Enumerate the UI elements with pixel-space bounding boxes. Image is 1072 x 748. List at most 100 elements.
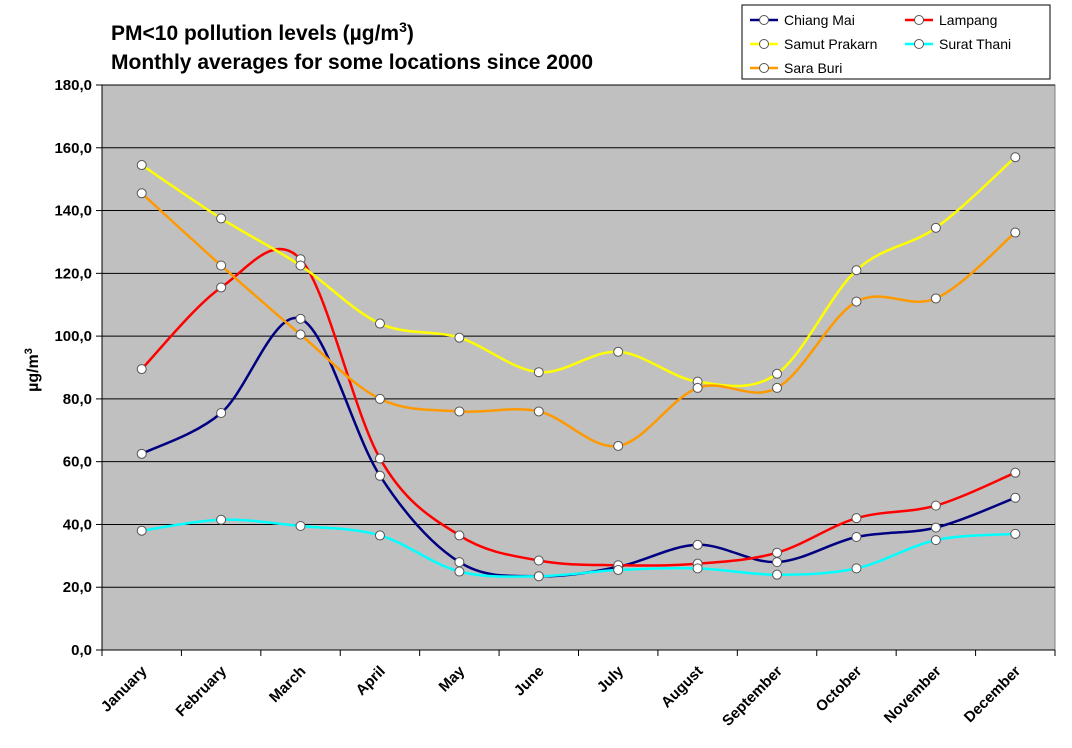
point-samut-prakarn: [851, 265, 862, 276]
point-samut-prakarn: [216, 213, 227, 224]
legend-label-surat-thani: Surat Thani: [939, 36, 1011, 52]
x-tick-label: August: [658, 663, 707, 712]
y-tick-label: 140,0: [54, 203, 92, 220]
point-samut-prakarn: [295, 260, 306, 271]
point-sara-buri: [930, 293, 941, 304]
point-samut-prakarn: [613, 346, 624, 357]
legend-marker-chiang-mai: [759, 15, 769, 25]
point-chiang-mai: [295, 313, 306, 324]
x-tick-label: May: [436, 662, 469, 695]
series-markers: [136, 152, 1021, 582]
point-chiang-mai: [692, 539, 703, 550]
point-lampang: [533, 555, 544, 566]
point-chiang-mai: [216, 408, 227, 419]
y-axis-title: µg/m3: [23, 348, 42, 392]
legend-marker-surat-thani: [914, 39, 924, 49]
point-chiang-mai: [454, 557, 465, 568]
x-tick-label: September: [719, 663, 786, 730]
point-chiang-mai: [851, 532, 862, 542]
legend-marker-lampang: [914, 15, 924, 25]
y-tick-label: 180,0: [54, 77, 92, 94]
point-sara-buri: [216, 260, 227, 271]
point-sara-buri: [136, 188, 147, 199]
y-tick-label: 20,0: [63, 579, 92, 596]
point-sara-buri: [851, 296, 862, 307]
x-tick-label: April: [353, 663, 389, 699]
point-surat-thani: [851, 563, 862, 574]
point-lampang: [1010, 467, 1021, 478]
series-line-sara-buri: [140, 192, 1017, 448]
x-tick-labels: January February March April May June July Augu…: [98, 662, 1024, 729]
legend-label-chiang-mai: Chiang Mai: [784, 12, 855, 28]
legend-box: [741, 4, 1051, 80]
point-chiang-mai: [374, 470, 385, 481]
point-surat-thani: [772, 569, 783, 580]
plot-area: [101, 84, 1056, 651]
point-sara-buri: [772, 382, 783, 393]
x-tick-label: June: [511, 663, 548, 700]
point-samut-prakarn: [772, 368, 783, 379]
point-samut-prakarn: [930, 222, 941, 233]
point-surat-thani: [1010, 528, 1021, 539]
y-tick-label: 0,0: [71, 642, 92, 659]
y-tick-label: 100,0: [54, 328, 92, 345]
point-samut-prakarn: [136, 160, 147, 171]
chart-title: PM<10 pollution levels (µg/m3): [111, 19, 414, 45]
x-tick-label: March: [266, 663, 309, 706]
x-tick-label: July: [594, 662, 628, 696]
point-samut-prakarn: [1010, 152, 1021, 163]
y-tick-label: 80,0: [63, 391, 92, 408]
y-tick-label: 160,0: [54, 140, 92, 157]
point-surat-thani: [930, 535, 941, 546]
point-lampang: [851, 513, 862, 524]
point-chiang-mai: [930, 522, 941, 533]
y-tick-labels: 0,0 20,0 40,0 60,0 80,0 100,0 120,0 140,0 160,0 1…: [54, 77, 92, 659]
point-surat-thani: [374, 530, 385, 541]
point-surat-thani: [216, 514, 227, 525]
x-tick-label: October: [813, 663, 866, 716]
point-surat-thani: [613, 564, 624, 575]
legend-label-samut-prakarn: Samut Prakarn: [784, 36, 877, 52]
point-chiang-mai: [1010, 492, 1021, 503]
point-sara-buri: [533, 406, 544, 417]
point-surat-thani: [295, 521, 306, 532]
point-lampang: [454, 530, 465, 541]
point-surat-thani: [533, 571, 544, 582]
point-lampang: [930, 500, 941, 511]
chart-subtitle: Monthly averages for some locations sinc…: [111, 51, 593, 74]
point-lampang: [772, 547, 783, 558]
point-lampang: [136, 364, 147, 375]
point-samut-prakarn: [533, 367, 544, 378]
legend-marker-sara-buri: [759, 63, 769, 73]
legend-label-sara-buri: Sara Buri: [784, 60, 842, 76]
y-tick-label: 40,0: [63, 516, 92, 533]
point-sara-buri: [454, 406, 465, 417]
legend: Chiang Mai Lampang Samut Prakarn Surat Than…: [741, 4, 1051, 80]
point-sara-buri: [295, 329, 306, 340]
point-sara-buri: [374, 393, 385, 404]
x-tick-label: January: [98, 662, 151, 715]
point-samut-prakarn: [454, 332, 465, 343]
chart-title-group: PM<10 pollution levels (µg/m3) Monthly a…: [111, 19, 593, 74]
x-tick-label: February: [173, 662, 231, 720]
point-sara-buri: [613, 440, 624, 451]
point-chiang-mai: [772, 557, 783, 568]
y-tick-label: 60,0: [63, 454, 92, 471]
legend-marker-samut-prakarn: [759, 39, 769, 49]
point-sara-buri: [1010, 227, 1021, 238]
point-sara-buri: [692, 382, 703, 393]
legend-label-lampang: Lampang: [939, 12, 997, 28]
x-tick-label: November: [881, 663, 945, 727]
point-chiang-mai: [136, 448, 147, 459]
point-surat-thani: [136, 525, 147, 536]
gridlines: [96, 84, 1055, 651]
point-surat-thani: [692, 563, 703, 574]
x-tick-label: December: [961, 663, 1024, 726]
y-tick-label: 120,0: [54, 265, 92, 282]
axes: [101, 85, 1056, 656]
point-surat-thani: [454, 566, 465, 577]
point-samut-prakarn: [374, 318, 385, 329]
point-lampang: [374, 453, 385, 464]
point-lampang: [216, 282, 227, 293]
